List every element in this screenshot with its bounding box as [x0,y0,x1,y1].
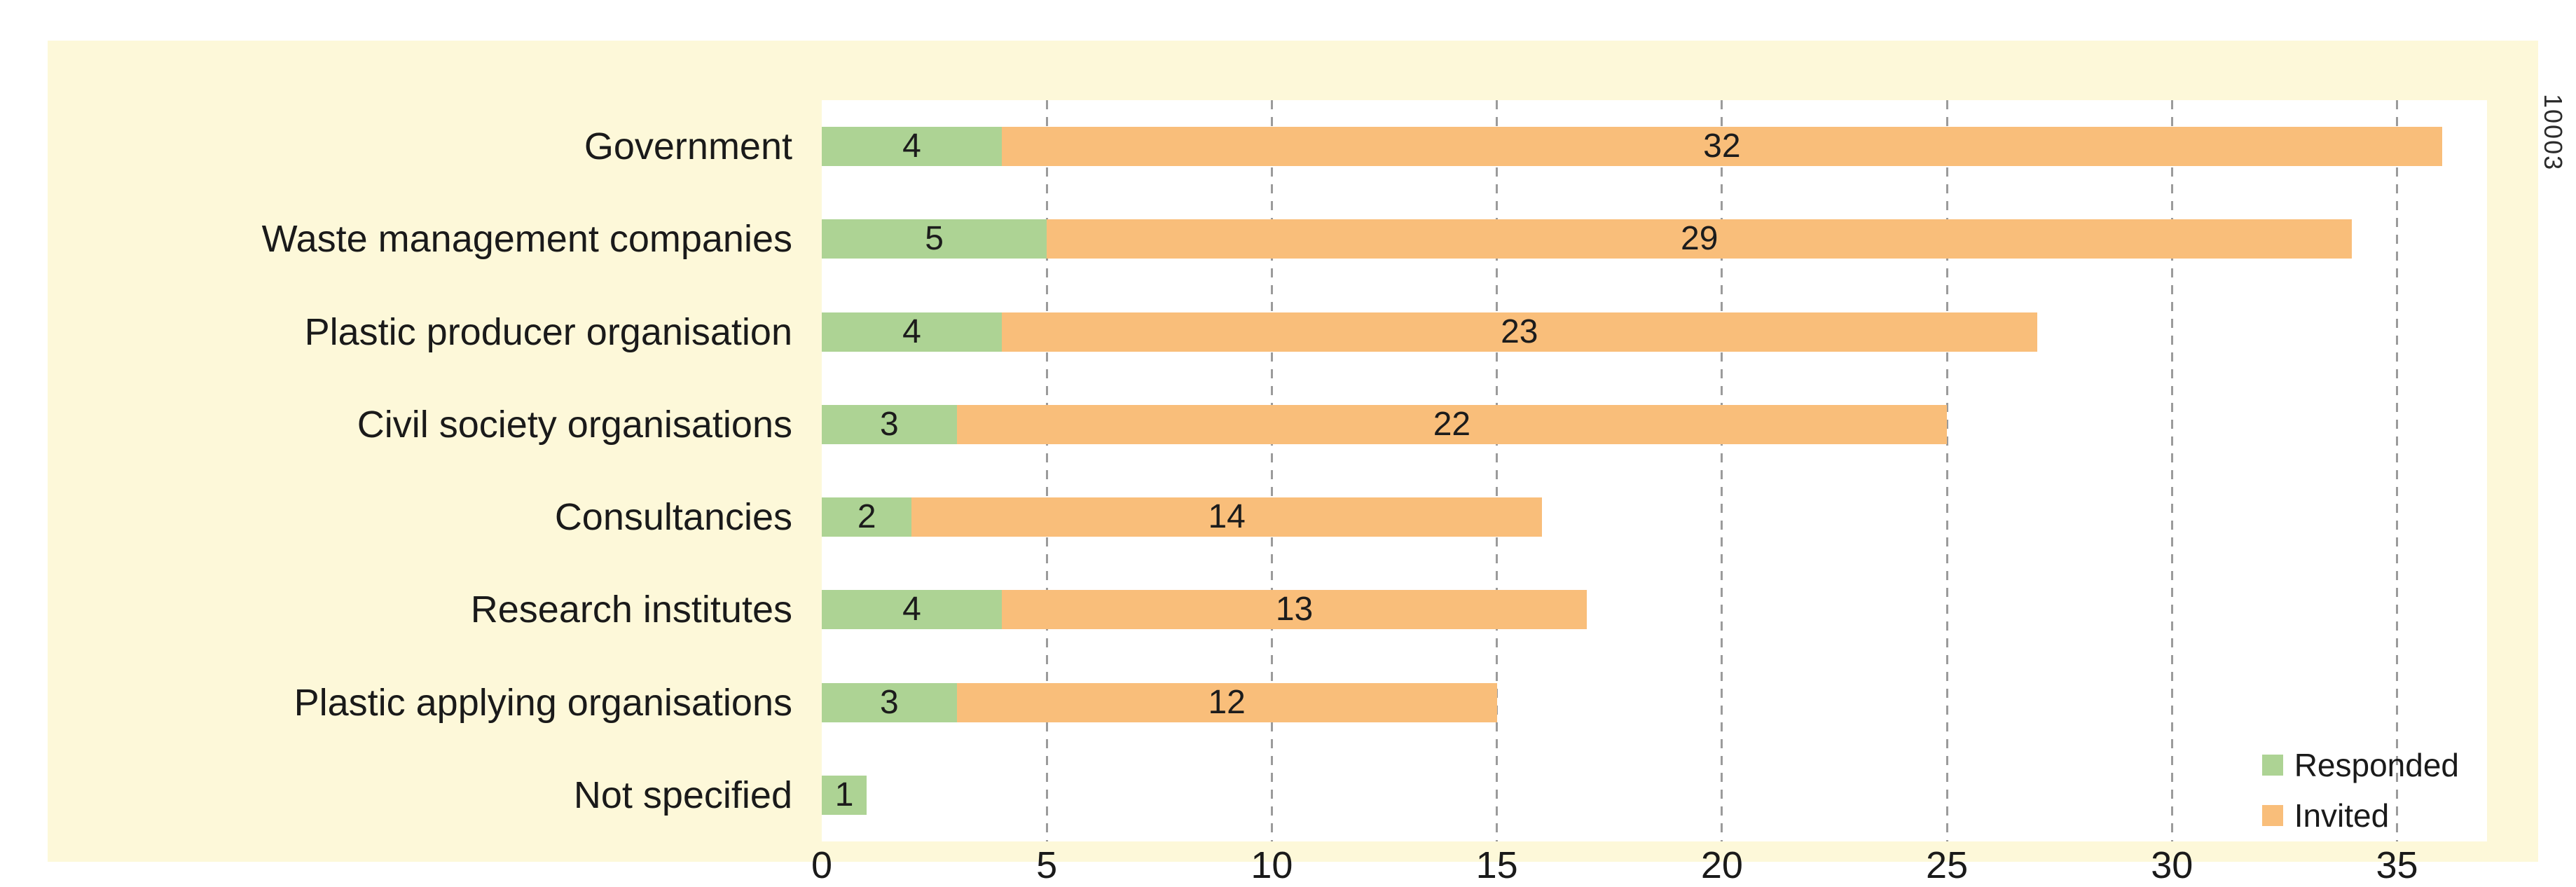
category-label: Consultancies [554,496,792,539]
invited-segment: 12 [956,682,1497,722]
invited-segment: 29 [1047,219,2353,259]
segment-value-label: 13 [1275,591,1314,628]
segment-value-label: 14 [1208,498,1246,536]
x-tick-label: 5 [1036,844,1058,886]
gridline-x-35 [2396,100,2398,841]
legend: Responded Invited [2261,747,2459,834]
segment-value-label: 32 [1703,128,1741,165]
figure-number: 10003 [2539,94,2568,172]
category-label: Civil society organisations [357,403,792,446]
gridline-x-30 [2170,100,2173,841]
x-tick-label: 10 [1251,844,1293,886]
bar-row: 4 32 [822,127,2487,167]
legend-label-responded: Responded [2294,747,2459,783]
category-label: Government [584,125,792,168]
gridline-x-15 [1496,100,1499,841]
legend-item-responded: Responded [2261,747,2459,783]
x-tick-label: 30 [2151,844,2193,886]
responded-segment: 4 [822,127,1002,167]
invited-segment: 23 [1001,312,2037,352]
gridline-x-5 [1045,100,1048,841]
legend-label-invited: Invited [2294,797,2390,834]
bar-row: 1 [822,775,2487,815]
bar-row: 3 12 [822,682,2487,722]
legend-item-invited: Invited [2261,797,2459,834]
segment-value-label: 4 [902,128,921,165]
segment-value-label: 12 [1208,683,1246,721]
responded-segment: 5 [822,219,1047,259]
category-label: Waste management companies [261,218,792,261]
plot-area: 4 32 5 29 4 23 3 22 2 14 4 13 3 12 1 Responded Invited [822,100,2487,841]
x-tick-label: 15 [1475,844,1518,886]
gridline-x-25 [1945,100,1948,841]
segment-value-label: 5 [925,220,944,258]
category-axis: Government Waste management companies Plas… [95,100,807,841]
segment-value-label: 3 [880,683,899,721]
segment-value-label: 3 [880,405,899,443]
gridline-x-20 [1721,100,1723,841]
bar-row: 3 22 [822,404,2487,444]
x-tick-label: 25 [1926,844,1969,886]
segment-value-label: 22 [1433,405,1471,443]
segment-value-label: 23 [1501,312,1538,350]
category-label: Research institutes [470,589,792,631]
invited-segment: 32 [1001,127,2442,167]
x-tick-label: 20 [1700,844,1743,886]
bar-row: 5 29 [822,219,2487,259]
category-label: Plastic producer organisation [304,310,792,353]
legend-swatch-responded-icon [2261,755,2283,776]
category-label: Plastic applying organisations [294,681,792,724]
bar-row: 4 23 [822,312,2487,352]
category-label: Not specified [573,773,792,816]
responded-segment: 4 [822,312,1002,352]
segment-value-label: 4 [902,591,921,628]
segment-value-label: 2 [857,498,876,536]
bar-row: 4 13 [822,590,2487,630]
responded-segment: 3 [822,682,957,722]
x-tick-label: 35 [2376,844,2418,886]
segment-value-label: 1 [834,776,854,813]
x-tick-label: 0 [811,844,833,886]
responded-segment: 3 [822,404,957,444]
invited-segment: 13 [1001,590,1587,630]
responded-segment: 2 [822,497,912,537]
segment-value-label: 4 [902,312,921,350]
invited-segment: 14 [911,497,1542,537]
gridline-x-10 [1270,100,1273,841]
responded-segment: 4 [822,590,1002,630]
figure-background-panel: 10003 Government Waste management compani… [48,41,2568,886]
x-axis: 0 5 10 15 20 25 30 35 [811,844,2487,887]
legend-swatch-invited-icon [2261,805,2283,826]
invited-segment: 22 [956,404,1948,444]
bar-row: 2 14 [822,497,2487,537]
responded-segment: 1 [822,775,867,815]
segment-value-label: 29 [1681,220,1719,258]
